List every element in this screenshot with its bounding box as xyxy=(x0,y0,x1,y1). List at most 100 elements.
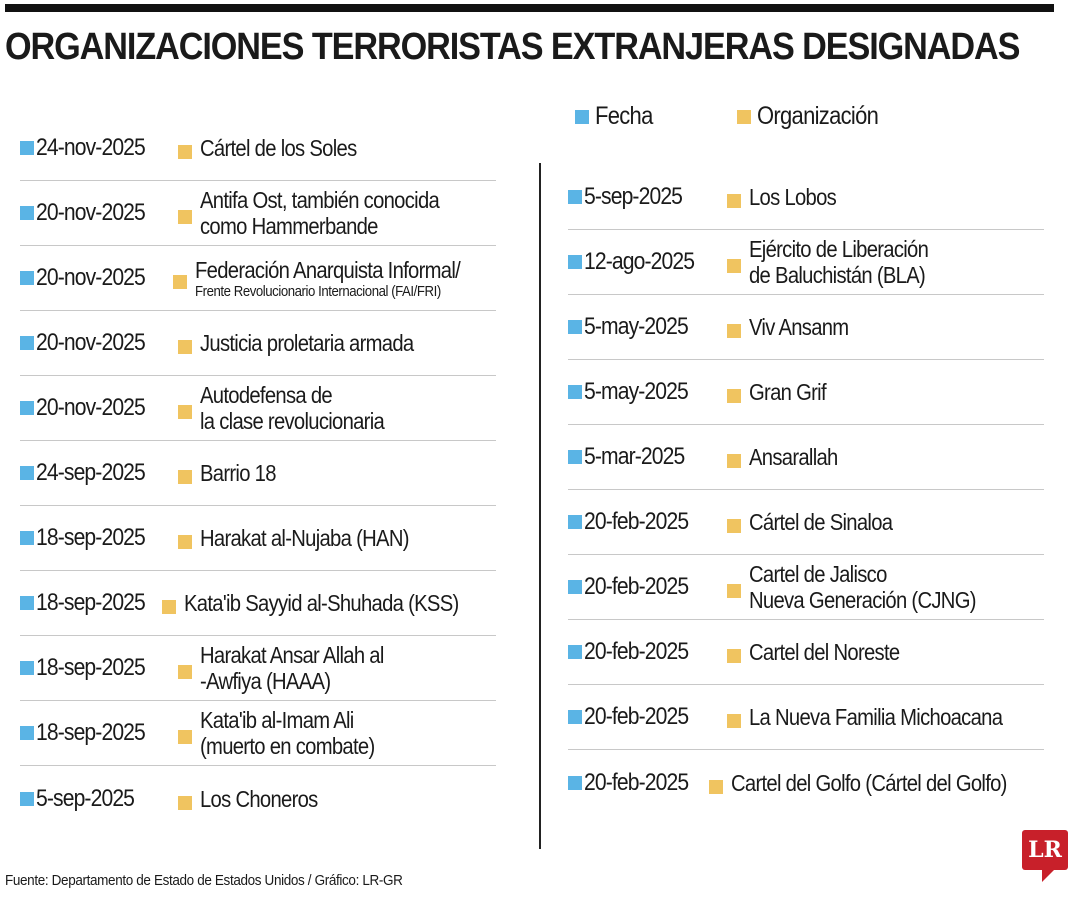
org-marker-icon xyxy=(727,259,741,273)
table-row: 24-nov-2025 Cártel de los Soles xyxy=(20,116,496,181)
organization-line: Cartel del Golfo (Cártel del Golfo) xyxy=(730,769,1007,796)
org-marker-icon xyxy=(178,405,192,419)
date-cell: 20-feb-2025 xyxy=(584,703,689,730)
table-row: 18-sep-2025 Harakat al-Nujaba (HAN) xyxy=(20,506,496,571)
date-marker-icon xyxy=(568,580,582,594)
organization-line: Cartel de Jalisco xyxy=(749,561,887,587)
organization-subtitle: Frente Revolucionario Internacional (FAI… xyxy=(194,282,441,300)
org-marker-icon xyxy=(178,730,192,744)
date-cell: 5-sep-2025 xyxy=(584,183,683,210)
organization-cell: Harakat Ansar Allah al -Awfiya (HAAA) xyxy=(200,642,384,694)
table-row: 20-feb-2025 La Nueva Familia Michoacana xyxy=(568,685,1044,750)
org-marker-icon xyxy=(727,584,741,598)
legend-date-label: Fecha xyxy=(595,102,653,130)
organization-cell: Los Lobos xyxy=(749,184,837,210)
organization-cell: Autodefensa de la clase revolucionaria xyxy=(200,382,385,434)
organization-cell: Ejército de Liberación de Baluchistán (BL… xyxy=(749,236,929,288)
date-marker-icon xyxy=(20,271,34,285)
table-row: 24-sep-2025 Barrio 18 xyxy=(20,441,496,506)
table-row: 5-mar-2025 Ansarallah xyxy=(568,425,1044,490)
date-cell: 20-feb-2025 xyxy=(584,573,689,600)
organization-cell: Cártel de los Soles xyxy=(200,135,357,161)
table-row: 5-sep-2025 Los Lobos xyxy=(568,165,1044,230)
organization-line: Gran Grif xyxy=(749,379,827,405)
date-marker-icon xyxy=(20,726,34,740)
table-row: 20-nov-2025 Autodefensa de la clase revolu… xyxy=(20,376,496,441)
date-cell: 20-feb-2025 xyxy=(584,508,689,535)
date-marker-icon xyxy=(568,775,582,790)
date-cell: 5-mar-2025 xyxy=(584,443,685,470)
table-row: 20-nov-2025 Federación Anarquista Informa… xyxy=(20,246,496,311)
organization-line: Federación Anarquista Informal/ xyxy=(194,256,461,283)
date-cell: 18-sep-2025 xyxy=(36,719,146,746)
date-marker-icon xyxy=(568,515,582,529)
organization-line: Barrio 18 xyxy=(200,460,277,486)
lr-logo: LR xyxy=(1022,830,1068,882)
date-marker-icon xyxy=(568,320,582,334)
organization-line: de Baluchistán (BLA) xyxy=(749,262,926,288)
blue-square-icon xyxy=(575,109,589,124)
date-cell: 24-nov-2025 xyxy=(36,134,146,161)
date-cell: 5-may-2025 xyxy=(584,313,689,340)
organization-line: Justicia proletaria armada xyxy=(200,330,414,356)
organization-line: Harakat Ansar Allah al xyxy=(200,642,384,668)
org-marker-icon xyxy=(727,649,741,663)
organization-cell: Antifa Ost, también conocida como Hammerb… xyxy=(200,187,440,239)
date-cell: 20-nov-2025 xyxy=(36,394,146,421)
date-marker-icon xyxy=(568,710,582,724)
logo-text: LR xyxy=(1028,837,1062,863)
table-row: 20-feb-2025 Cartel de Jalisco Nueva Genera… xyxy=(568,555,1044,620)
table-row: 20-feb-2025 Cartel del Noreste xyxy=(568,620,1044,685)
organization-cell: Cartel del Noreste xyxy=(749,639,900,665)
org-marker-icon xyxy=(172,275,187,289)
date-marker-icon xyxy=(568,450,582,464)
date-cell: 5-sep-2025 xyxy=(36,784,135,812)
org-marker-icon xyxy=(727,454,741,468)
table-row: 18-sep-2025 Kata'ib Sayyid al-Shuhada (KS… xyxy=(20,571,496,636)
date-cell: 18-sep-2025 xyxy=(36,524,146,551)
organization-line: Kata'ib al-Imam Ali xyxy=(200,707,354,733)
org-marker-icon xyxy=(178,145,192,159)
date-cell: 12-ago-2025 xyxy=(584,248,695,275)
org-marker-icon xyxy=(708,779,723,794)
table-row: 18-sep-2025 Kata'ib al-Imam Ali (muerto en… xyxy=(20,701,496,766)
table-row: 12-ago-2025 Ejército de Liberación de Balu… xyxy=(568,230,1044,295)
organization-line: Cártel de los Soles xyxy=(200,135,357,161)
org-marker-icon xyxy=(727,714,741,728)
organization-cell: Federación Anarquista Informal/Frente Re… xyxy=(194,256,461,300)
date-cell: 20-feb-2025 xyxy=(584,768,689,796)
date-cell: 20-feb-2025 xyxy=(584,638,689,665)
organization-cell: Harakat al-Nujaba (HAN) xyxy=(200,525,409,551)
table-row: 20-nov-2025 Antifa Ost, también conocida c… xyxy=(20,181,496,246)
organization-line: Cartel del Noreste xyxy=(749,639,900,665)
legend-org-label: Organización xyxy=(757,102,879,130)
organization-cell: Barrio 18 xyxy=(200,460,277,486)
org-marker-icon xyxy=(178,535,192,549)
date-marker-icon xyxy=(20,336,34,350)
date-cell: 18-sep-2025 xyxy=(36,654,146,681)
organization-line: (muerto en combate) xyxy=(200,733,375,759)
date-cell: 20-nov-2025 xyxy=(36,264,146,291)
organization-line: Antifa Ost, también conocida xyxy=(200,187,440,213)
date-cell: 18-sep-2025 xyxy=(36,589,146,616)
organization-cell: Cartel del Golfo (Cártel del Golfo) xyxy=(731,770,1007,796)
organization-line: Ejército de Liberación xyxy=(749,236,929,262)
date-marker-icon xyxy=(568,255,582,269)
organization-line: Viv Ansanm xyxy=(749,314,849,340)
org-marker-icon xyxy=(178,795,192,810)
table-row: 5-may-2025 Gran Grif xyxy=(568,360,1044,425)
organization-cell: Los Choneros xyxy=(200,786,318,812)
date-marker-icon xyxy=(20,466,34,480)
date-marker-icon xyxy=(20,531,34,545)
yellow-square-icon xyxy=(737,109,751,124)
organization-cell: Viv Ansanm xyxy=(749,314,849,340)
organization-line: Cártel de Sinaloa xyxy=(749,509,893,535)
top-rule xyxy=(5,4,1054,12)
organization-line: como Hammerbande xyxy=(200,213,378,239)
organization-cell: La Nueva Familia Michoacana xyxy=(749,704,1003,730)
date-marker-icon xyxy=(20,401,34,415)
org-marker-icon xyxy=(178,470,192,484)
org-marker-icon xyxy=(178,210,192,224)
table-row: 20-feb-2025 Cártel de Sinaloa xyxy=(568,490,1044,555)
organization-line: Autodefensa de xyxy=(200,382,333,408)
